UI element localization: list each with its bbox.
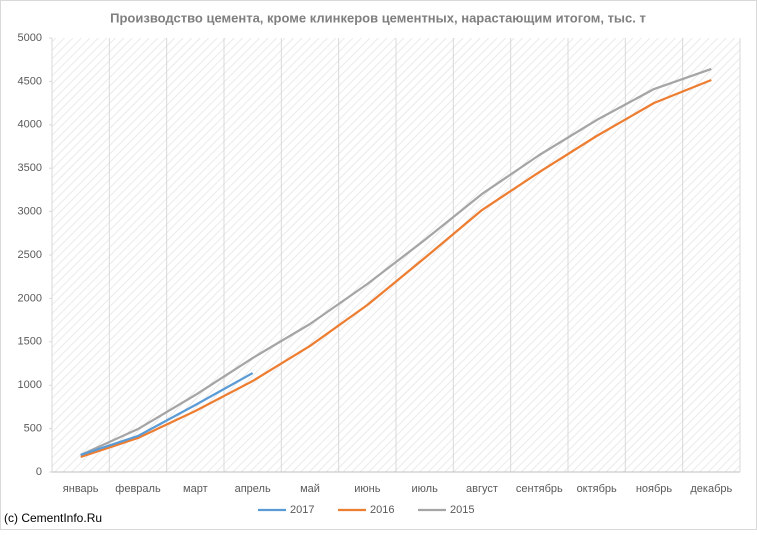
series-line xyxy=(80,372,254,457)
x-tick-label: сентябрь xyxy=(516,483,563,495)
footer: (c) CementInfo.Ru xyxy=(4,511,102,525)
x-tick-label: апрель xyxy=(235,483,271,495)
legend-label: 2015 xyxy=(450,504,474,516)
x-tick-label: июнь xyxy=(354,483,380,495)
y-tick-label: 1500 xyxy=(18,336,42,348)
x-tick-label: май xyxy=(300,483,320,495)
x-tick-label: июль xyxy=(412,483,439,495)
x-tick-label: январь xyxy=(63,483,99,495)
y-tick-label: 3500 xyxy=(18,162,42,174)
x-tick-label: декабрь xyxy=(690,483,732,495)
x-tick-label: август xyxy=(466,483,498,495)
y-tick-label: 3000 xyxy=(18,206,42,218)
y-tick-label: 4500 xyxy=(18,75,42,87)
y-tick-label: 1000 xyxy=(18,379,42,391)
x-tick-label: март xyxy=(183,483,208,495)
y-tick-label: 500 xyxy=(24,423,42,435)
legend-label: 2017 xyxy=(290,504,314,516)
x-tick-label: ноябрь xyxy=(636,483,673,495)
y-tick-label: 4000 xyxy=(18,119,42,131)
series-line xyxy=(80,67,712,457)
x-tick-label: февраль xyxy=(115,483,161,495)
y-tick-label: 0 xyxy=(36,466,42,478)
series-line xyxy=(80,78,712,459)
y-tick-label: 2000 xyxy=(18,292,42,304)
y-tick-label: 2500 xyxy=(18,249,42,261)
legend-label: 2016 xyxy=(370,504,394,516)
x-tick-label: октябрь xyxy=(577,483,617,495)
y-tick-label: 5000 xyxy=(18,32,42,44)
chart-title: Производство цемента, кроме клинкеров це… xyxy=(110,10,646,25)
